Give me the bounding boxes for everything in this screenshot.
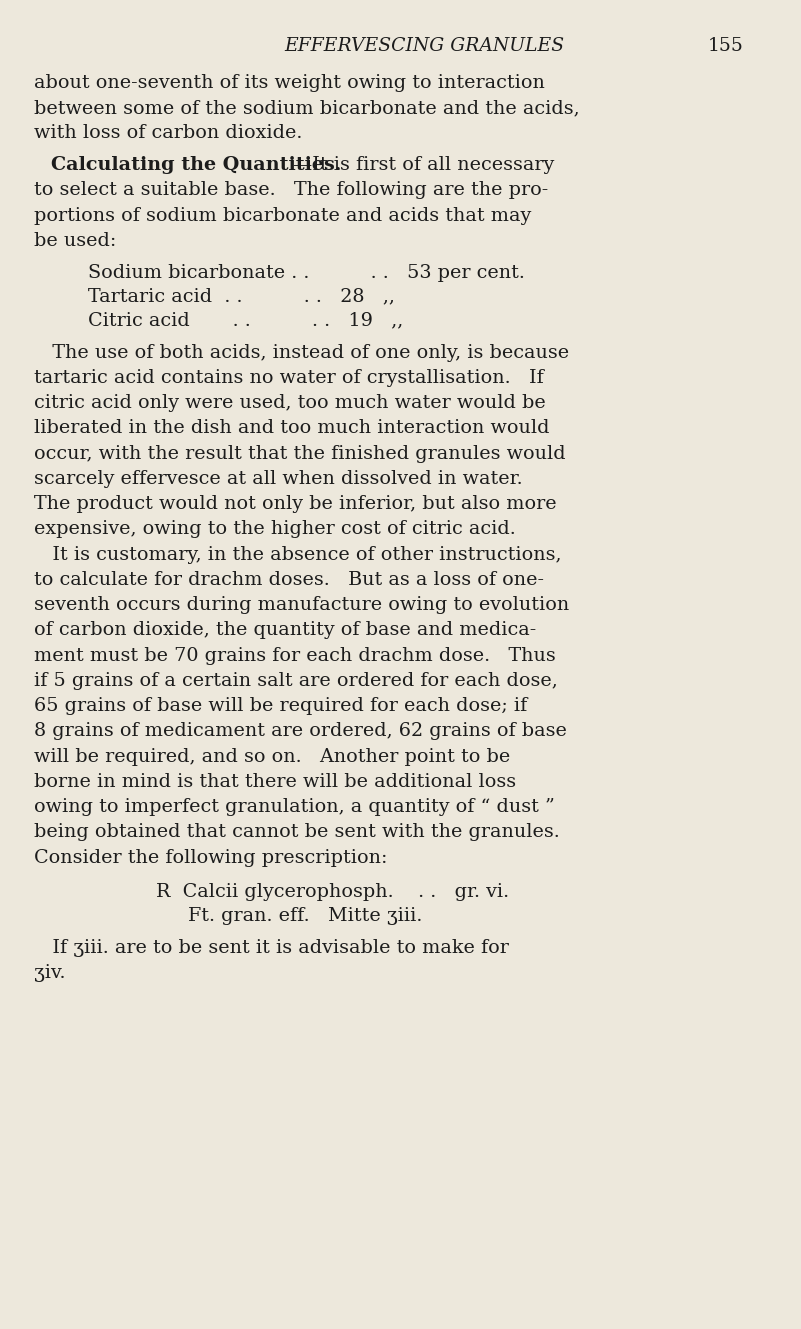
Text: being obtained that cannot be sent with the granules.: being obtained that cannot be sent with … xyxy=(34,823,560,841)
Text: The use of both acids, instead of one only, is because: The use of both acids, instead of one on… xyxy=(34,343,570,361)
Text: 155: 155 xyxy=(707,36,743,54)
Text: Calculating the Quantities.: Calculating the Quantities. xyxy=(51,155,341,174)
Text: expensive, owing to the higher cost of citric acid.: expensive, owing to the higher cost of c… xyxy=(34,520,516,538)
Text: portions of sodium bicarbonate and acids that may: portions of sodium bicarbonate and acids… xyxy=(34,206,532,225)
Text: liberated in the dish and too much interaction would: liberated in the dish and too much inter… xyxy=(34,419,550,437)
Text: seventh occurs during manufacture owing to evolution: seventh occurs during manufacture owing … xyxy=(34,595,570,614)
Text: to select a suitable base.   The following are the pro-: to select a suitable base. The following… xyxy=(34,181,549,199)
Text: Consider the following prescription:: Consider the following prescription: xyxy=(34,848,388,867)
Text: tartaric acid contains no water of crystallisation.   If: tartaric acid contains no water of cryst… xyxy=(34,368,544,387)
Text: about one-seventh of its weight owing to interaction: about one-seventh of its weight owing to… xyxy=(34,73,545,92)
Text: The product would not only be inferior, but also more: The product would not only be inferior, … xyxy=(34,494,557,513)
Text: Sodium bicarbonate . .          . .   53 per cent.: Sodium bicarbonate . . . . 53 per cent. xyxy=(88,263,525,282)
Text: ʒiv.: ʒiv. xyxy=(34,964,66,982)
Text: occur, with the result that the finished granules would: occur, with the result that the finished… xyxy=(34,444,566,462)
Text: with loss of carbon dioxide.: with loss of carbon dioxide. xyxy=(34,124,303,142)
Text: borne in mind is that there will be additional loss: borne in mind is that there will be addi… xyxy=(34,772,517,791)
Text: EFFERVESCING GRANULES: EFFERVESCING GRANULES xyxy=(284,36,565,54)
Text: It is customary, in the absence of other instructions,: It is customary, in the absence of other… xyxy=(34,545,562,563)
Text: scarcely effervesce at all when dissolved in water.: scarcely effervesce at all when dissolve… xyxy=(34,469,523,488)
Text: will be required, and so on.   Another point to be: will be required, and so on. Another poi… xyxy=(34,747,511,766)
Text: of carbon dioxide, the quantity of base and medica-: of carbon dioxide, the quantity of base … xyxy=(34,621,537,639)
Text: —It is first of all necessary: —It is first of all necessary xyxy=(293,155,555,174)
Text: If ʒiii. are to be sent it is advisable to make for: If ʒiii. are to be sent it is advisable … xyxy=(34,938,509,957)
Text: between some of the sodium bicarbonate and the acids,: between some of the sodium bicarbonate a… xyxy=(34,98,580,117)
Text: 65 grains of base will be required for each dose; if: 65 grains of base will be required for e… xyxy=(34,696,528,715)
Text: to calculate for drachm doses.   But as a loss of one-: to calculate for drachm doses. But as a … xyxy=(34,570,545,589)
Text: be used:: be used: xyxy=(34,231,117,250)
Text: R  Calcii glycerophosph.    . .   gr. vi.: R Calcii glycerophosph. . . gr. vi. xyxy=(156,882,509,901)
Text: Citric acid       . .          . .   19   ,,: Citric acid . . . . 19 ,, xyxy=(88,311,404,330)
Text: ment must be 70 grains for each drachm dose.   Thus: ment must be 70 grains for each drachm d… xyxy=(34,646,556,664)
Text: Tartaric acid  . .          . .   28   ,,: Tartaric acid . . . . 28 ,, xyxy=(88,287,395,306)
Text: if 5 grains of a certain salt are ordered for each dose,: if 5 grains of a certain salt are ordere… xyxy=(34,671,558,690)
Text: citric acid only were used, too much water would be: citric acid only were used, too much wat… xyxy=(34,393,546,412)
Text: owing to imperfect granulation, a quantity of “ dust ”: owing to imperfect granulation, a quanti… xyxy=(34,797,555,816)
Text: 8 grains of medicament are ordered, 62 grains of base: 8 grains of medicament are ordered, 62 g… xyxy=(34,722,567,740)
Text: Ft. gran. eff.   Mitte ʒiii.: Ft. gran. eff. Mitte ʒiii. xyxy=(188,906,423,925)
